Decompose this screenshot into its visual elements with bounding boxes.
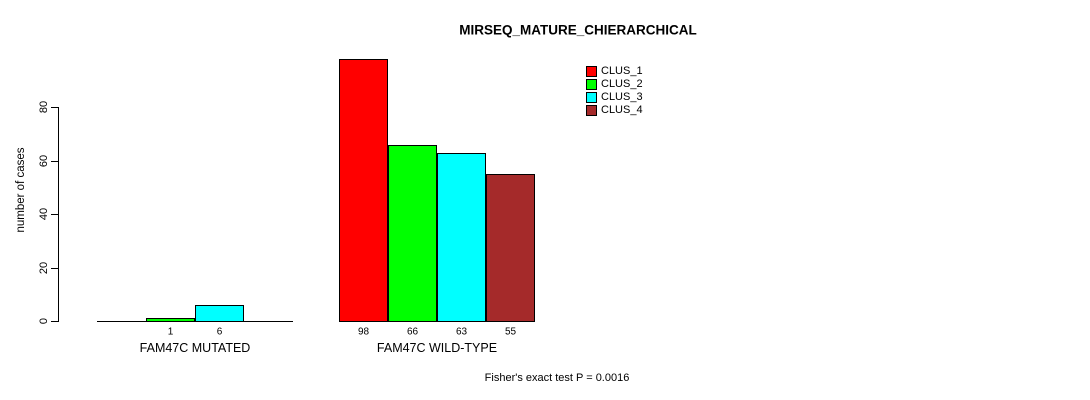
y-tick-label: 20 [38, 261, 50, 275]
bar-value-label: 66 [406, 326, 419, 338]
y-tick-label: 60 [38, 154, 50, 168]
legend-swatch-clus_1 [586, 66, 597, 77]
legend-swatch-clus_2 [586, 79, 597, 90]
chart-title: MIRSEQ_MATURE_CHIERARCHICAL [459, 22, 697, 38]
bar-clus_4 [486, 174, 535, 322]
y-tick-mark [51, 107, 59, 108]
bar-value-label: 55 [504, 326, 517, 338]
y-tick-mark [51, 214, 59, 215]
bar-clus_3 [195, 305, 244, 322]
bar-clus_2 [146, 318, 195, 322]
y-tick-mark [51, 321, 59, 322]
bar-clus_3 [437, 153, 486, 322]
bar-value-label: 1 [167, 326, 174, 338]
bar-clus_1-zero [97, 321, 146, 322]
annotation-fisher-test: Fisher's exact test P = 0.0016 [484, 372, 630, 384]
legend-label: CLUS_1 [601, 65, 643, 77]
y-tick-label: 0 [38, 317, 50, 325]
bar-clus_1 [339, 59, 388, 322]
legend-label: CLUS_2 [601, 78, 643, 90]
bar-clus_2 [388, 145, 437, 322]
legend-label: CLUS_4 [601, 104, 643, 116]
legend-swatch-clus_4 [586, 105, 597, 116]
legend-label: CLUS_3 [601, 91, 643, 103]
y-tick-label: 80 [38, 100, 50, 114]
group-label: FAM47C MUTATED [139, 341, 251, 355]
bar-value-label: 6 [216, 326, 223, 338]
y-tick-label: 40 [38, 207, 50, 221]
y-axis-label: number of cases [15, 147, 27, 233]
y-tick-mark [51, 161, 59, 162]
bar-clus_4-zero [244, 321, 293, 322]
legend-swatch-clus_3 [586, 92, 597, 103]
y-tick-mark [51, 268, 59, 269]
bar-value-label: 98 [357, 326, 370, 338]
bar-value-label: 63 [455, 326, 468, 338]
group-label: FAM47C WILD-TYPE [376, 341, 498, 355]
